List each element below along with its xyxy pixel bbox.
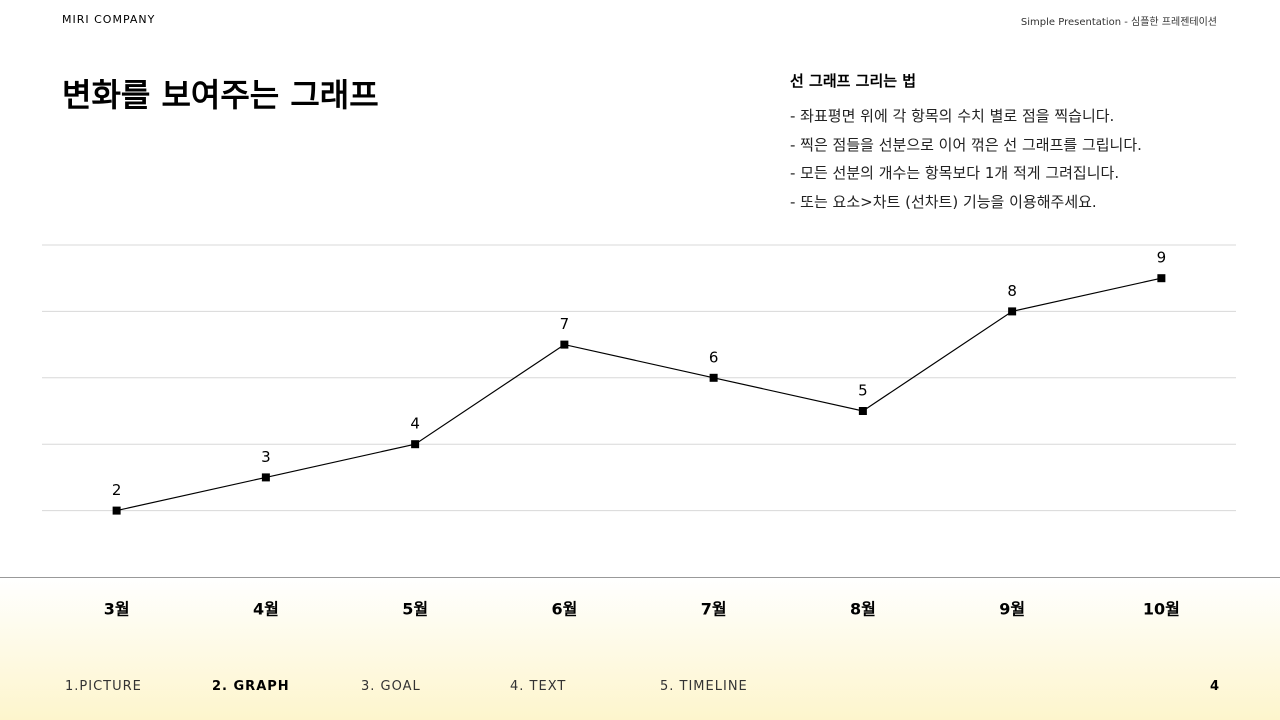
slide-title: 변화를 보여주는 그래프: [62, 76, 379, 114]
point: [560, 340, 569, 349]
nav-item[interactable]: 2. GRAPH: [212, 679, 290, 694]
point: [1157, 274, 1166, 283]
note-line: - 좌표평면 위에 각 항목의 수치 별로 점을 찍습니다.: [790, 107, 1115, 125]
x-tick-label: 10월: [1143, 600, 1180, 619]
note-line: - 또는 요소>차트 (선차트) 기능을 이용해주세요.: [790, 192, 1097, 211]
note-line: - 모든 선분의 개수는 항목보다 1개 적게 그려집니다.: [790, 164, 1120, 182]
note-line: - 찍은 점들을 선분으로 이어 꺾은 선 그래프를 그립니다.: [790, 135, 1142, 154]
company: MIRI COMPANY: [62, 13, 156, 26]
value-label: 6: [709, 348, 719, 366]
value-label: 8: [1007, 282, 1017, 300]
x-tick-label: 8월: [850, 600, 876, 619]
x-tick-label: 3월: [104, 600, 130, 619]
note-heading: 선 그래프 그리는 법: [790, 72, 917, 90]
value-label: 9: [1157, 249, 1167, 267]
point: [261, 473, 270, 482]
value-label: 3: [261, 448, 271, 466]
x-tick-label: 4월: [253, 600, 279, 619]
value-label: 7: [560, 315, 570, 333]
x-tick-label: 9월: [999, 600, 1025, 619]
nav-item[interactable]: 5. TIMELINE: [660, 679, 748, 694]
point: [858, 407, 867, 415]
x-tick-label: 7월: [701, 600, 727, 619]
line: [116, 277, 1162, 512]
x-tick-label: 5월: [402, 600, 428, 619]
value-label: 4: [410, 415, 420, 433]
point: [709, 373, 718, 382]
point: [112, 506, 121, 515]
point: [411, 440, 420, 449]
nav-item[interactable]: 1.PICTURE: [65, 679, 142, 694]
page-number: 4: [1210, 679, 1220, 694]
value-label: 5: [858, 382, 868, 400]
value-label: 2: [112, 481, 122, 499]
x-tick-label: 6월: [551, 600, 577, 619]
footer-band: [0, 577, 1280, 720]
nav-item[interactable]: 3. GOAL: [361, 679, 421, 694]
header-subtitle: Simple Presentation - 심플한 프레젠테이션: [1020, 17, 1217, 28]
nav-item[interactable]: 4. TEXT: [510, 679, 567, 694]
point: [1008, 307, 1017, 316]
